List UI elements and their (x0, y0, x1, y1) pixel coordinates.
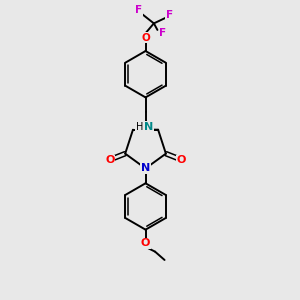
Text: O: O (141, 238, 150, 248)
Text: N: N (144, 122, 153, 131)
Text: F: F (166, 10, 173, 20)
Text: O: O (105, 155, 114, 166)
Text: O: O (177, 155, 186, 166)
Text: F: F (159, 28, 166, 38)
Text: O: O (141, 33, 150, 43)
Text: N: N (141, 164, 150, 173)
Text: F: F (135, 5, 142, 15)
Text: H: H (136, 122, 143, 131)
